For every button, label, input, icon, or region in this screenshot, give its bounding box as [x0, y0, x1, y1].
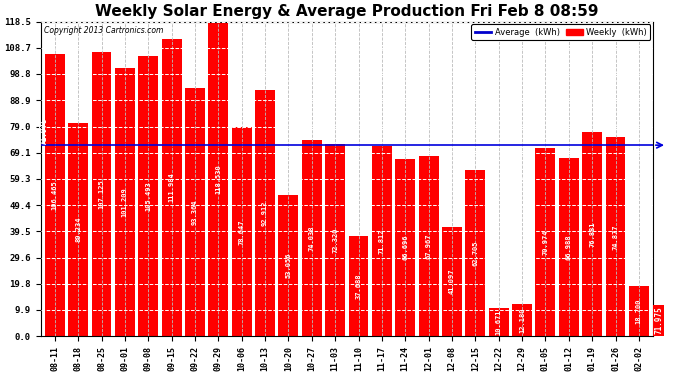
- Bar: [185, 88, 205, 336]
- Title: Weekly Solar Energy & Average Production Fri Feb 8 08:59: Weekly Solar Energy & Average Production…: [95, 4, 599, 19]
- Bar: [582, 132, 602, 336]
- Bar: [442, 227, 462, 336]
- Text: 111.984: 111.984: [168, 172, 175, 202]
- Text: 105.493: 105.493: [145, 181, 151, 211]
- Text: 76.881: 76.881: [589, 221, 595, 247]
- Text: 74.877: 74.877: [613, 224, 618, 249]
- Bar: [559, 158, 579, 336]
- Text: 80.234: 80.234: [75, 217, 81, 242]
- Text: 18.700: 18.700: [636, 298, 642, 324]
- Text: 71.812: 71.812: [379, 228, 385, 254]
- Bar: [372, 146, 392, 336]
- Text: 53.056: 53.056: [286, 253, 291, 279]
- Bar: [232, 128, 252, 336]
- Bar: [419, 156, 439, 336]
- Text: 107.125: 107.125: [99, 179, 104, 209]
- Bar: [325, 144, 345, 336]
- Bar: [68, 123, 88, 336]
- Text: 66.988: 66.988: [566, 234, 572, 260]
- Text: 10.671: 10.671: [495, 309, 502, 335]
- Bar: [535, 148, 555, 336]
- Bar: [465, 170, 485, 336]
- Bar: [208, 22, 228, 336]
- Bar: [348, 236, 368, 336]
- Text: 101.209: 101.209: [122, 187, 128, 217]
- Text: Copyright 2013 Cartronics.com: Copyright 2013 Cartronics.com: [44, 27, 164, 36]
- Text: 92.912: 92.912: [262, 200, 268, 226]
- Legend: Average  (kWh), Weekly  (kWh): Average (kWh), Weekly (kWh): [471, 24, 651, 40]
- Text: 67.967: 67.967: [426, 233, 432, 259]
- Text: 71.975: 71.975: [654, 307, 663, 334]
- Bar: [279, 195, 298, 336]
- Bar: [629, 286, 649, 336]
- Text: 71.975: 71.975: [40, 117, 49, 145]
- Text: 37.688: 37.688: [355, 273, 362, 299]
- Text: 74.038: 74.038: [309, 225, 315, 251]
- Text: 66.696: 66.696: [402, 235, 408, 260]
- Bar: [161, 39, 181, 336]
- Bar: [512, 304, 532, 336]
- Bar: [115, 68, 135, 336]
- Bar: [255, 90, 275, 336]
- Bar: [302, 140, 322, 336]
- Bar: [395, 159, 415, 336]
- Text: 106.465: 106.465: [52, 180, 58, 210]
- Bar: [138, 56, 158, 336]
- Bar: [92, 52, 112, 336]
- Bar: [606, 138, 625, 336]
- Text: 78.647: 78.647: [239, 219, 245, 245]
- Text: 70.974: 70.974: [542, 229, 549, 255]
- Text: 72.320: 72.320: [332, 227, 338, 253]
- Text: 41.097: 41.097: [449, 269, 455, 294]
- Text: 118.530: 118.530: [215, 164, 221, 194]
- Bar: [489, 308, 509, 336]
- Text: 62.705: 62.705: [473, 240, 478, 266]
- Bar: [45, 54, 65, 336]
- Text: 93.364: 93.364: [192, 200, 198, 225]
- Text: 12.180: 12.180: [519, 307, 525, 333]
